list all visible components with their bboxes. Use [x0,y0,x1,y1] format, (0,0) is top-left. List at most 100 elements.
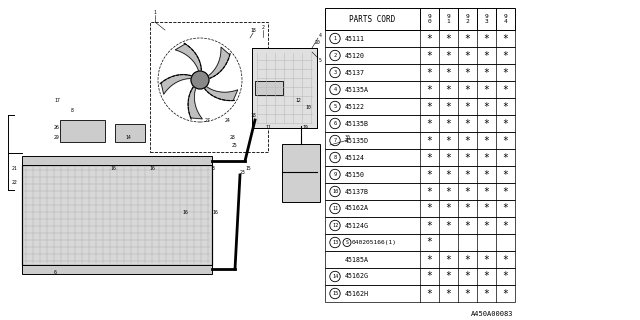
Text: *: * [502,187,508,196]
Text: *: * [465,289,470,299]
Text: 25: 25 [232,142,238,148]
Text: *: * [502,271,508,282]
Text: *: * [427,118,433,129]
Text: *: * [502,118,508,129]
Text: 45120: 45120 [345,52,365,59]
Text: *: * [427,271,433,282]
Text: 9: 9 [333,172,337,177]
Text: 15: 15 [332,291,338,296]
Text: *: * [427,34,433,44]
Text: 24: 24 [225,117,231,123]
Polygon shape [207,47,230,79]
Text: *: * [445,289,451,299]
Bar [252,48,317,128]
Text: *: * [465,68,470,77]
Text: *: * [484,153,490,163]
Text: *: * [445,170,451,180]
Text: 16: 16 [182,210,188,214]
Text: 6: 6 [54,269,56,275]
Text: 45135D: 45135D [345,138,369,143]
Text: 45162H: 45162H [345,291,369,297]
Text: 9
3: 9 3 [484,14,488,24]
Text: 10: 10 [332,189,338,194]
Text: *: * [465,51,470,60]
Bar [325,98,515,115]
Text: *: * [484,34,490,44]
Text: 10: 10 [305,105,311,109]
Circle shape [191,71,209,89]
Text: 45135A: 45135A [345,86,369,92]
Text: *: * [445,118,451,129]
Text: 23: 23 [240,170,246,174]
Text: 5: 5 [319,58,321,62]
Bar [325,115,515,132]
Text: *: * [427,153,433,163]
Polygon shape [175,44,202,72]
Text: *: * [465,220,470,230]
Text: *: * [465,187,470,196]
Text: 9
0: 9 0 [428,14,431,24]
Bar [325,217,515,234]
Text: *: * [484,84,490,94]
Bar [325,30,515,47]
Text: *: * [465,204,470,213]
Text: *: * [502,51,508,60]
Text: *: * [484,101,490,111]
Text: 17: 17 [54,98,60,102]
Bar [22,165,212,265]
Text: 22: 22 [12,180,18,185]
Bar [255,81,283,95]
Text: *: * [484,204,490,213]
Text: *: * [445,51,451,60]
Text: 3: 3 [212,165,214,171]
Text: *: * [427,220,433,230]
Text: *: * [484,254,490,265]
Text: *: * [484,220,490,230]
Bar [22,165,212,265]
Text: *: * [502,135,508,146]
Text: *: * [445,135,451,146]
Text: 2: 2 [333,53,337,58]
Text: *: * [502,170,508,180]
Text: *: * [427,237,433,247]
Polygon shape [204,86,237,100]
Bar [325,200,515,217]
Text: *: * [465,118,470,129]
Text: 14: 14 [332,274,338,279]
Text: 45124G: 45124G [345,222,369,228]
Text: *: * [484,271,490,282]
Text: 45111: 45111 [345,36,365,42]
Text: *: * [445,220,451,230]
Text: 7: 7 [333,138,337,143]
Polygon shape [188,85,202,119]
Text: 1: 1 [154,10,156,14]
Text: 9
1: 9 1 [447,14,451,24]
Text: *: * [502,153,508,163]
Text: 45150: 45150 [345,172,365,178]
Bar [325,81,515,98]
Text: 2: 2 [262,25,264,29]
Text: *: * [445,84,451,94]
Text: *: * [427,254,433,265]
Text: 18: 18 [250,113,256,117]
Text: *: * [445,153,451,163]
Bar [325,132,515,149]
Text: *: * [465,271,470,282]
Text: 26: 26 [54,124,60,130]
Text: *: * [465,135,470,146]
Text: 9
2: 9 2 [466,14,469,24]
Text: 27: 27 [205,117,211,123]
Text: *: * [502,84,508,94]
Text: 9
4: 9 4 [504,14,508,24]
Text: *: * [427,204,433,213]
Text: *: * [502,101,508,111]
Text: *: * [427,187,433,196]
Text: *: * [427,289,433,299]
Bar [325,234,515,251]
Bar [325,166,515,183]
Text: 29: 29 [54,134,60,140]
Bar [22,265,212,274]
Text: *: * [445,101,451,111]
Text: 8: 8 [333,155,337,160]
Bar [325,149,515,166]
